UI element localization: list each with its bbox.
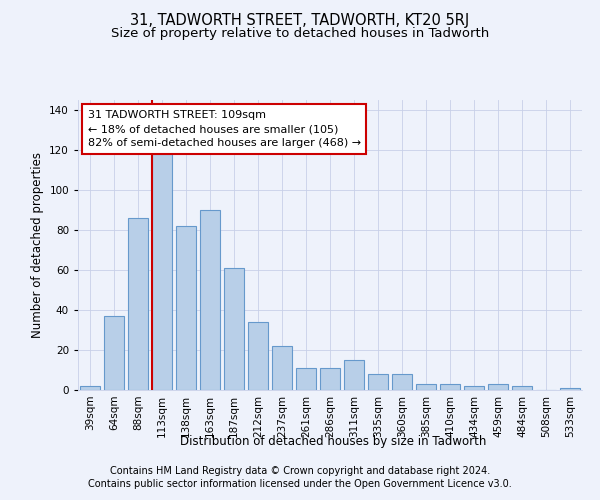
Bar [248,322,268,390]
Text: Contains HM Land Registry data © Crown copyright and database right 2024.: Contains HM Land Registry data © Crown c… [110,466,490,476]
Bar [80,386,100,390]
Bar [368,374,388,390]
Bar [392,374,412,390]
Bar [104,316,124,390]
Bar [128,218,148,390]
Bar [272,346,292,390]
Bar [320,368,340,390]
Bar [152,154,172,390]
Text: Size of property relative to detached houses in Tadworth: Size of property relative to detached ho… [111,28,489,40]
Bar [464,386,484,390]
Text: 31, TADWORTH STREET, TADWORTH, KT20 5RJ: 31, TADWORTH STREET, TADWORTH, KT20 5RJ [130,12,470,28]
Bar [176,226,196,390]
Bar [488,384,508,390]
Bar [512,386,532,390]
Text: Distribution of detached houses by size in Tadworth: Distribution of detached houses by size … [180,435,486,448]
Text: Contains public sector information licensed under the Open Government Licence v3: Contains public sector information licen… [88,479,512,489]
Bar [416,384,436,390]
Text: 31 TADWORTH STREET: 109sqm
← 18% of detached houses are smaller (105)
82% of sem: 31 TADWORTH STREET: 109sqm ← 18% of deta… [88,110,361,148]
Bar [344,360,364,390]
Bar [296,368,316,390]
Bar [200,210,220,390]
Y-axis label: Number of detached properties: Number of detached properties [31,152,44,338]
Bar [440,384,460,390]
Bar [560,388,580,390]
Bar [224,268,244,390]
